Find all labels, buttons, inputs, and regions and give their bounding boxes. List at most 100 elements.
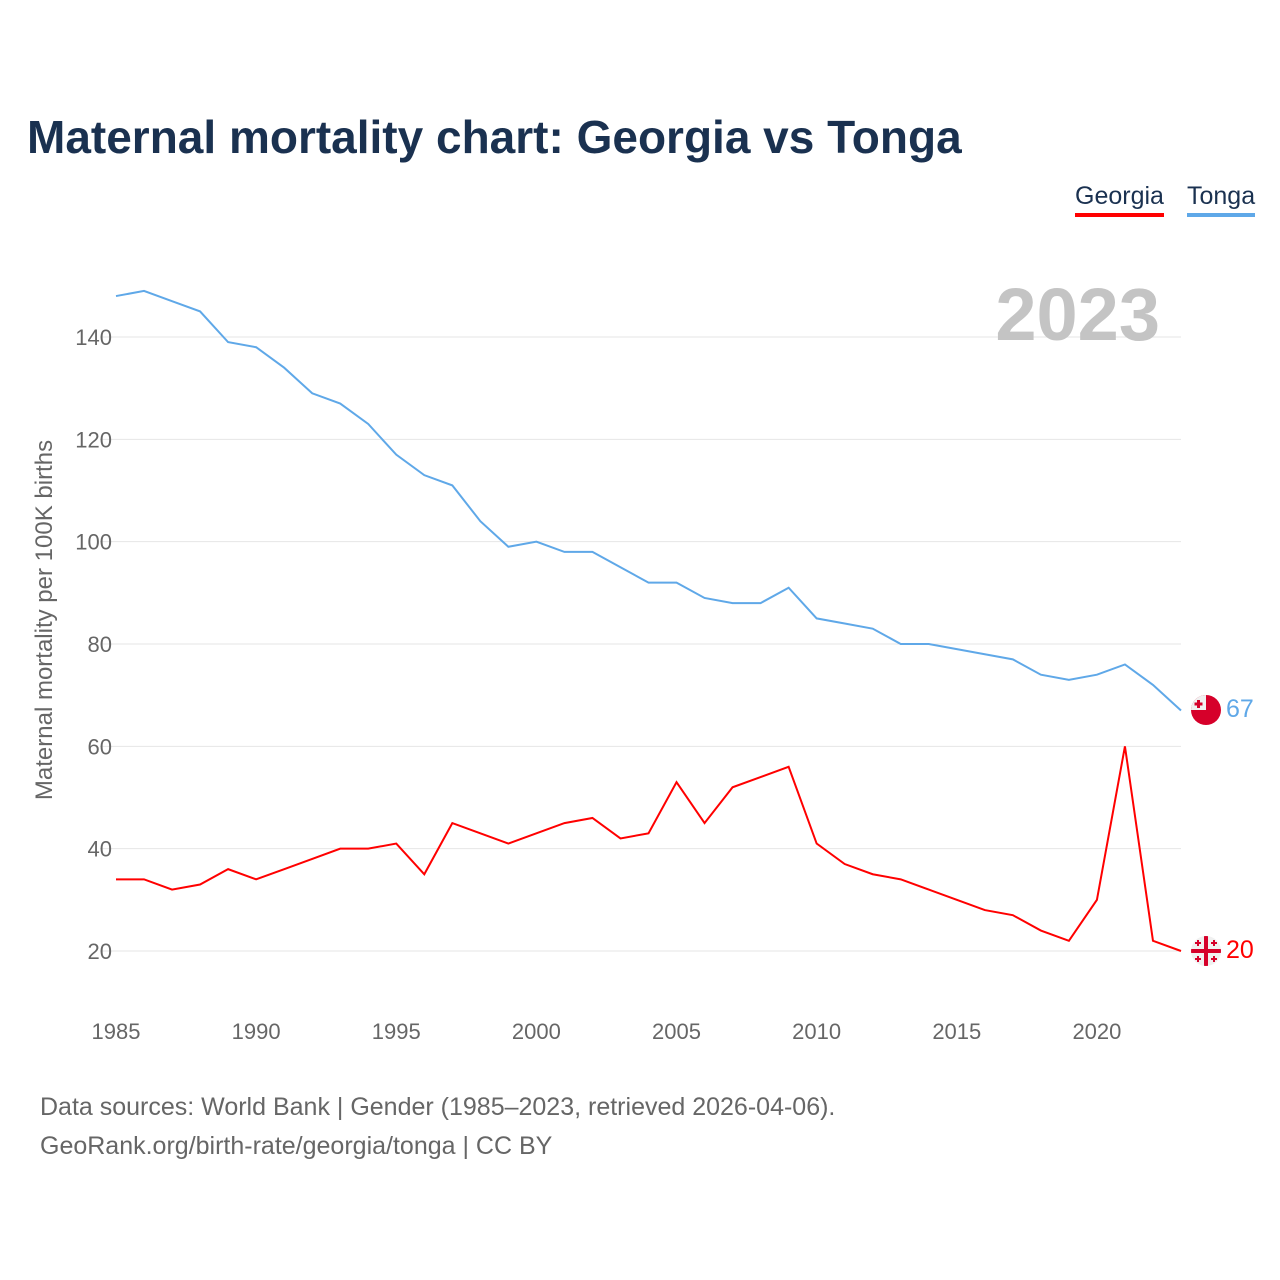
- data-point-tonga: [366, 422, 370, 426]
- data-point-tonga: [534, 540, 538, 544]
- data-point-tonga: [871, 627, 875, 631]
- data-point-tonga: [338, 402, 342, 406]
- data-point-tonga: [198, 309, 202, 313]
- chart-title: Maternal mortality chart: Georgia vs Ton…: [27, 111, 962, 163]
- data-point-georgia: [815, 842, 819, 846]
- data-point-georgia: [618, 836, 622, 840]
- data-point-georgia: [1095, 898, 1099, 902]
- y-tick-label: 60: [88, 734, 112, 759]
- x-tick-label: 1985: [92, 1019, 141, 1044]
- legend-georgia[interactable]: Georgia: [1075, 182, 1164, 217]
- data-point-tonga: [478, 519, 482, 523]
- data-point-georgia: [1151, 939, 1155, 943]
- data-point-tonga: [703, 596, 707, 600]
- data-point-tonga: [983, 652, 987, 656]
- data-point-georgia: [478, 831, 482, 835]
- tonga-end-label: 67: [1226, 695, 1254, 723]
- data-point-georgia: [338, 847, 342, 851]
- series-line-georgia: [116, 746, 1182, 952]
- data-point-georgia: [1039, 929, 1043, 933]
- data-point-tonga: [562, 550, 566, 554]
- data-point-georgia: [114, 877, 118, 881]
- data-point-georgia: [899, 877, 903, 881]
- data-point-tonga: [114, 294, 118, 298]
- y-tick-label: 100: [75, 530, 112, 555]
- x-tick-label: 1995: [372, 1019, 421, 1044]
- data-point-tonga: [927, 642, 931, 646]
- data-point-tonga: [815, 616, 819, 620]
- data-point-georgia: [787, 765, 791, 769]
- x-tick-label: 2015: [932, 1019, 981, 1044]
- series-line-tonga: [115, 289, 1182, 712]
- y-tick-label: 40: [88, 837, 112, 862]
- data-point-georgia: [1011, 913, 1015, 917]
- data-point-tonga: [955, 647, 959, 651]
- data-point-georgia: [198, 882, 202, 886]
- footer-link[interactable]: GeoRank.org/birth-rate/georgia/tonga | C…: [40, 1132, 553, 1160]
- data-point-tonga: [226, 340, 230, 344]
- data-point-tonga: [170, 299, 174, 303]
- tonga-flag-icon: [1191, 695, 1221, 725]
- data-point-georgia: [142, 877, 146, 881]
- y-tick-label: 80: [88, 632, 112, 657]
- data-point-tonga: [450, 483, 454, 487]
- data-point-georgia: [955, 898, 959, 902]
- data-point-georgia: [254, 877, 258, 881]
- data-point-georgia: [871, 872, 875, 876]
- data-point-georgia: [170, 888, 174, 892]
- data-point-tonga: [647, 581, 651, 585]
- data-point-tonga: [1123, 662, 1127, 666]
- data-point-georgia: [927, 888, 931, 892]
- data-point-georgia: [675, 780, 679, 784]
- data-point-georgia: [759, 775, 763, 779]
- data-point-georgia: [534, 831, 538, 835]
- x-tick-label: 2020: [1072, 1019, 1121, 1044]
- data-point-georgia: [1067, 939, 1071, 943]
- data-point-tonga: [1067, 678, 1071, 682]
- y-axis-label: Maternal mortality per 100K births: [31, 440, 58, 800]
- data-point-georgia: [843, 862, 847, 866]
- data-point-georgia: [703, 821, 707, 825]
- data-point-georgia: [983, 908, 987, 912]
- data-point-georgia: [450, 821, 454, 825]
- georgia-end-label: 20: [1226, 936, 1254, 964]
- data-point-tonga: [142, 289, 146, 293]
- data-point-georgia: [422, 872, 426, 876]
- footer: Data sources: World Bank | Gender (1985–…: [40, 1088, 835, 1166]
- y-tick-label: 20: [88, 939, 112, 964]
- x-tick-label: 1990: [232, 1019, 281, 1044]
- data-point-tonga: [1151, 683, 1155, 687]
- data-point-georgia: [506, 842, 510, 846]
- data-point-tonga: [618, 565, 622, 569]
- y-tick-label: 120: [75, 427, 112, 452]
- data-point-georgia: [226, 867, 230, 871]
- data-point-tonga: [1039, 673, 1043, 677]
- data-point-tonga: [843, 622, 847, 626]
- data-point-georgia: [1179, 949, 1183, 953]
- georgia-flag-icon: [1191, 936, 1221, 966]
- data-point-tonga: [1179, 709, 1183, 713]
- x-tick-label: 2010: [792, 1019, 841, 1044]
- data-point-georgia: [647, 831, 651, 835]
- data-point-georgia: [282, 867, 286, 871]
- data-point-georgia: [366, 847, 370, 851]
- data-point-georgia: [394, 842, 398, 846]
- footer-sources: Data sources: World Bank | Gender (1985–…: [40, 1093, 836, 1121]
- data-point-tonga: [422, 473, 426, 477]
- data-point-tonga: [1095, 673, 1099, 677]
- x-tick-label: 2005: [652, 1019, 701, 1044]
- data-point-tonga: [394, 453, 398, 457]
- legend-tonga[interactable]: Tonga: [1187, 182, 1256, 217]
- data-point-tonga: [787, 586, 791, 590]
- data-point-georgia: [562, 821, 566, 825]
- data-point-tonga: [282, 366, 286, 370]
- data-point-georgia: [310, 857, 314, 861]
- y-tick-label: 140: [75, 325, 112, 350]
- data-point-tonga: [731, 601, 735, 605]
- data-point-georgia: [590, 816, 594, 820]
- x-tick-label: 2000: [512, 1019, 561, 1044]
- data-point-tonga: [254, 345, 258, 349]
- data-point-tonga: [310, 391, 314, 395]
- data-point-tonga: [590, 550, 594, 554]
